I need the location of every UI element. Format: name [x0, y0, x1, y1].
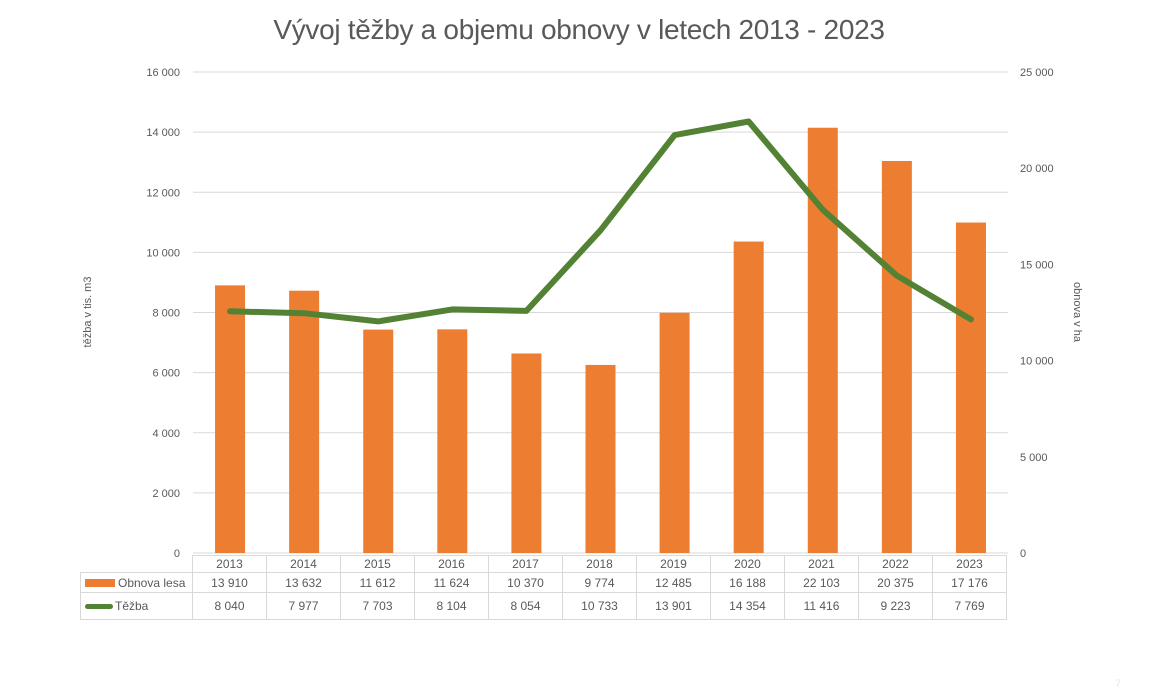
- category-label: 2021: [784, 555, 859, 573]
- y-tick-left: 4 000: [152, 428, 180, 440]
- data-table: 2013 2014 2015 2016 2017 2018 2019 2020 2021 2022…: [80, 555, 1007, 620]
- obnova-value: 10 370: [488, 572, 563, 593]
- y-tick-right: 25 000: [1020, 67, 1054, 79]
- y-tick-right: 15 000: [1020, 259, 1054, 271]
- y-tick-left: 12 000: [146, 187, 180, 199]
- bar-obnova: [881, 160, 912, 554]
- bar-obnova: [807, 127, 838, 553]
- chart-title: Vývoj těžby a objemu obnovy v letech 201…: [273, 14, 885, 45]
- tezba-value: 7 977: [266, 592, 341, 620]
- y-tick-left: 14 000: [146, 127, 180, 139]
- tezba-value: 9 223: [858, 592, 933, 620]
- data-table-header-row: 2013 2014 2015 2016 2017 2018 2019 2020 2021 2022…: [80, 555, 1007, 573]
- y-tick-right: 0: [1020, 548, 1026, 560]
- bar-legend-key-icon: [85, 579, 115, 588]
- bar-obnova: [215, 285, 246, 553]
- tezba-value: 7 703: [340, 592, 415, 620]
- obnova-value: 17 176: [932, 572, 1007, 593]
- tezba-value: 14 354: [710, 592, 785, 620]
- obnova-value: 11 612: [340, 572, 415, 593]
- obnova-value: 16 188: [710, 572, 785, 593]
- category-label: 2022: [858, 555, 933, 573]
- bar-obnova: [585, 364, 616, 553]
- category-label: 2013: [192, 555, 267, 573]
- line-legend-key-icon: [85, 604, 113, 610]
- bar-obnova: [511, 353, 542, 553]
- tezba-value: 7 769: [932, 592, 1007, 620]
- legend-label-obnova: Obnova lesa: [118, 575, 186, 590]
- tezba-value: 8 104: [414, 592, 489, 620]
- y-tick-left: 2 000: [152, 488, 180, 500]
- bar-obnova: [289, 290, 320, 553]
- bar-obnova: [363, 329, 394, 553]
- legend-tezba: Těžba: [80, 592, 193, 620]
- line-tezba: [227, 118, 974, 325]
- bar-obnova: [437, 329, 468, 553]
- y-tick-left: 16 000: [146, 67, 180, 79]
- tezba-value: 8 054: [488, 592, 563, 620]
- category-label: 2015: [340, 555, 415, 573]
- y-tick-left: 8 000: [152, 308, 180, 320]
- tezba-value: 10 733: [562, 592, 637, 620]
- data-table-row-obnova: Obnova lesa 13 910 13 632 11 612 11 624 10 3…: [80, 572, 1007, 593]
- y-tick-left: 6 000: [152, 368, 180, 380]
- tezba-value: 13 901: [636, 592, 711, 620]
- obnova-value: 13 632: [266, 572, 341, 593]
- tezba-value: 11 416: [784, 592, 859, 620]
- category-label: 2016: [414, 555, 489, 573]
- category-label: 2023: [932, 555, 1007, 573]
- obnova-value: 12 485: [636, 572, 711, 593]
- y-tick-right: 10 000: [1020, 356, 1054, 368]
- bar-obnova: [955, 222, 986, 553]
- y-tick-right: 5 000: [1020, 452, 1048, 464]
- y-axis-title-left: těžba v tis. m3: [82, 277, 94, 348]
- data-table-corner: [80, 555, 193, 573]
- category-label: 2019: [636, 555, 711, 573]
- y-tick-left: 10 000: [146, 247, 180, 259]
- legend-label-tezba: Těžba: [115, 599, 149, 613]
- legend-obnova: Obnova lesa: [80, 572, 193, 593]
- obnova-value: 22 103: [784, 572, 859, 593]
- page-number: 7: [1115, 678, 1122, 690]
- obnova-value: 9 774: [562, 572, 637, 593]
- bar-obnova: [659, 312, 690, 553]
- data-table-row-tezba: Těžba 8 040 7 977 7 703 8 104 8 054 10 733 13 …: [80, 592, 1007, 620]
- obnova-value: 13 910: [192, 572, 267, 593]
- tezba-value: 8 040: [192, 592, 267, 620]
- category-label: 2017: [488, 555, 563, 573]
- obnova-value: 20 375: [858, 572, 933, 593]
- bar-obnova: [733, 241, 764, 553]
- category-label: 2014: [266, 555, 341, 573]
- category-label: 2018: [562, 555, 637, 573]
- y-tick-left: 0: [174, 548, 180, 560]
- y-axis-title-right: obnova v ha: [1071, 282, 1083, 343]
- y-tick-right: 20 000: [1020, 163, 1054, 175]
- category-label: 2020: [710, 555, 785, 573]
- obnova-value: 11 624: [414, 572, 489, 593]
